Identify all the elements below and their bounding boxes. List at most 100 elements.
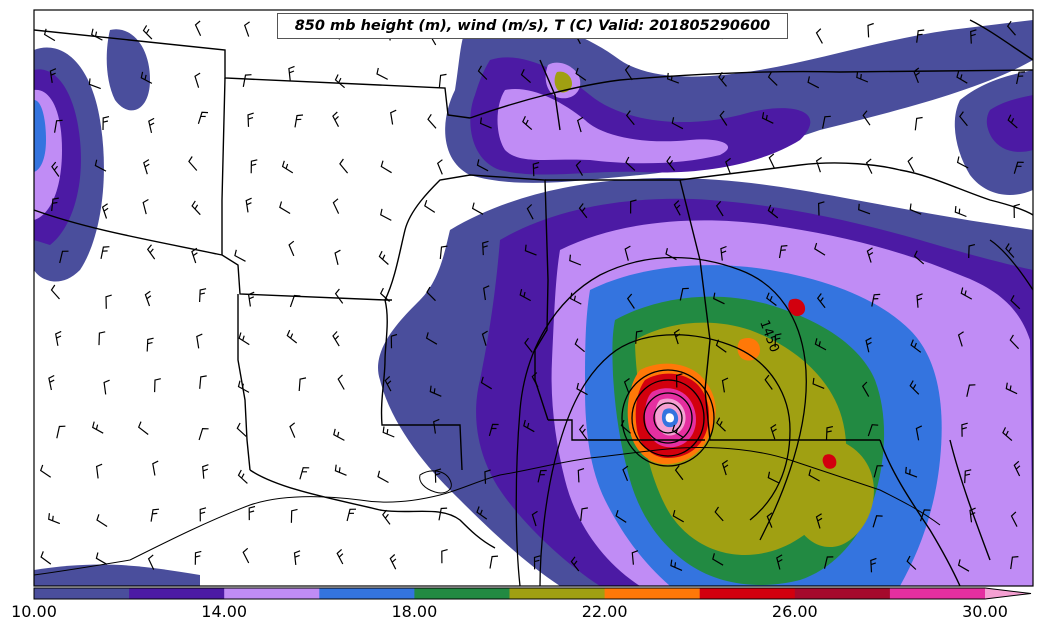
wind-barb [477, 65, 488, 80]
wind-barb [1013, 203, 1020, 219]
wind-barb [51, 161, 60, 177]
wind-barb [480, 376, 493, 390]
wind-barb [191, 247, 198, 264]
wind-barb [631, 550, 639, 565]
wind-barb [191, 200, 201, 216]
wind-barb [913, 67, 920, 84]
wind-barb [625, 156, 636, 171]
wind-barb [919, 509, 931, 522]
wind-barb [673, 200, 681, 216]
wind-barb [905, 466, 918, 478]
wind-barb [382, 509, 391, 525]
wind-barb [906, 555, 917, 570]
wind-barb [575, 67, 587, 81]
wind-barb [91, 28, 103, 41]
wind-barb [334, 74, 345, 89]
wind-barb [144, 290, 152, 307]
wind-barb [288, 65, 295, 81]
wind-barb [814, 242, 826, 256]
wind-barb [1016, 71, 1026, 85]
wind-barb [867, 424, 879, 437]
wind-barb [623, 378, 630, 394]
wind-barb [95, 463, 103, 479]
colorbar-segment [319, 588, 415, 599]
wind-barb [242, 74, 252, 88]
wind-barb [59, 250, 69, 264]
wind-barb [776, 554, 783, 570]
wind-barb [1006, 20, 1016, 36]
wind-barb [872, 515, 883, 528]
wind-barb [910, 339, 922, 353]
wind-barb [964, 469, 972, 484]
wind-barb [956, 156, 969, 169]
wind-barb [234, 249, 246, 262]
wind-barb [569, 292, 582, 305]
wind-barb [479, 117, 492, 129]
wind-barb [764, 374, 773, 390]
wind-barb [578, 203, 588, 219]
colorbar-segment [34, 588, 130, 599]
wind-barb [624, 245, 631, 261]
wind-barb [815, 157, 822, 173]
wind-barb [288, 240, 295, 257]
wind-barb [968, 244, 976, 259]
wind-barb [907, 156, 915, 173]
wind-barb [578, 424, 588, 440]
wind-barb [862, 110, 871, 126]
wind-barb [137, 421, 149, 435]
wind-barb [250, 159, 258, 174]
wind-barb [622, 465, 629, 482]
wind-barb [916, 293, 923, 308]
wind-barb [389, 554, 397, 570]
wind-barb [56, 425, 66, 439]
wind-barb [960, 287, 973, 300]
wind-barb [436, 159, 443, 175]
wind-barb [673, 328, 681, 345]
wind-barb [98, 331, 106, 346]
wind-barb [822, 115, 831, 129]
wind-barb [615, 510, 627, 523]
wind-barb [384, 375, 392, 392]
wind-barb [199, 507, 207, 522]
wind-barb [959, 111, 968, 127]
wind-barb [92, 421, 104, 434]
wind-barb [524, 244, 537, 256]
wind-barb [770, 423, 777, 440]
wind-barb [390, 109, 397, 125]
wind-barb [489, 555, 499, 569]
wind-barb [865, 337, 872, 353]
wind-barb [148, 117, 155, 134]
wind-barb [713, 292, 725, 305]
wind-barb [152, 460, 159, 476]
wind-barb [337, 374, 345, 390]
wind-barb [807, 76, 820, 89]
wind-barb [856, 71, 869, 83]
wind-barb [95, 552, 108, 565]
wind-barb [533, 555, 541, 570]
coastline [34, 447, 941, 576]
wind-barb [247, 291, 255, 307]
wind-barb [531, 372, 539, 388]
wind-barb [1013, 460, 1021, 477]
wind-barb [147, 554, 155, 570]
wind-barb [481, 330, 488, 346]
wind-barb [620, 419, 631, 434]
wind-barb [101, 203, 109, 219]
wind-barb [767, 204, 779, 219]
wind-barb [236, 422, 247, 437]
wind-barb [671, 424, 684, 438]
wind-barb [290, 508, 298, 523]
wind-barb [524, 337, 533, 353]
wind-barb [377, 470, 389, 484]
wind-barb [43, 28, 56, 42]
wind-barb [247, 112, 254, 127]
wind-barb [424, 200, 436, 213]
wind-barb [425, 332, 438, 345]
wind-barb [100, 246, 110, 260]
wind-barb [532, 161, 540, 177]
wind-barb [957, 331, 964, 347]
wind-barb [142, 198, 149, 215]
wind-barb [718, 71, 727, 87]
wind-barb [665, 248, 677, 261]
wind-barb [142, 25, 153, 40]
